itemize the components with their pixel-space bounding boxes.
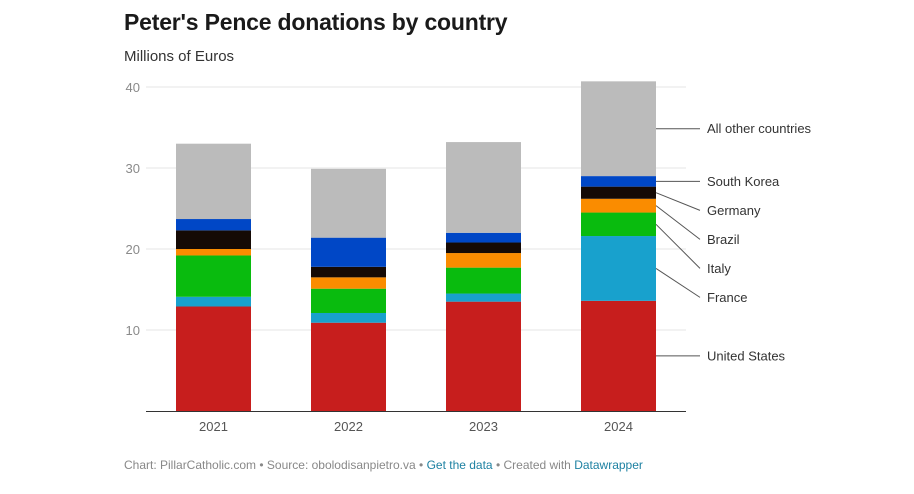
- chart-footer: Chart: PillarCatholic.com • Source: obol…: [124, 458, 643, 472]
- bar-segment-brazil: [581, 198, 656, 213]
- label-connector-italy: [655, 223, 701, 269]
- series-label-united-states: United States: [707, 348, 786, 363]
- bar-segment-united-states: [311, 322, 386, 411]
- chart-subtitle: Millions of Euros: [124, 48, 235, 65]
- footer-separator: •: [256, 458, 267, 472]
- x-tick-label: 2023: [469, 419, 498, 434]
- bar-segment-all-other-countries: [446, 142, 521, 233]
- bar-segment-germany: [311, 266, 386, 278]
- y-tick-label: 10: [126, 323, 140, 338]
- chart-title: Peter's Pence donations by country: [124, 9, 508, 35]
- label-connector-brazil: [655, 205, 701, 240]
- created-with-text: Created with: [503, 458, 575, 472]
- bar-segment-south-korea: [581, 176, 656, 187]
- y-tick-label: 20: [126, 242, 140, 257]
- series-label-brazil: Brazil: [707, 232, 740, 247]
- bar-segment-italy: [581, 212, 656, 237]
- datawrapper-link[interactable]: Datawrapper: [574, 458, 643, 472]
- bar-segment-south-korea: [446, 232, 521, 243]
- bar-segment-france: [311, 312, 386, 323]
- bar-segment-germany: [581, 186, 656, 199]
- x-tick-label: 2021: [199, 419, 228, 434]
- x-tick-label: 2022: [334, 419, 363, 434]
- footer-separator: •: [492, 458, 504, 472]
- bar-segment-italy: [311, 288, 386, 313]
- series-label-south-korea: South Korea: [707, 174, 780, 189]
- bar-segment-united-states: [176, 306, 251, 411]
- bar-segment-france: [581, 236, 656, 301]
- series-label-france: France: [707, 290, 747, 305]
- source-note: Source: obolodisanpietro.va: [266, 458, 416, 472]
- bar-segment-all-other-countries: [311, 168, 386, 238]
- bar-segment-south-korea: [176, 219, 251, 231]
- bar-segment-brazil: [311, 277, 386, 289]
- bar-segment-united-states: [581, 300, 656, 411]
- bar-segment-brazil: [176, 249, 251, 256]
- bar-segment-brazil: [446, 253, 521, 268]
- bar-segment-united-states: [446, 301, 521, 411]
- bar-segment-france: [446, 293, 521, 302]
- footer-separator: •: [415, 458, 427, 472]
- y-tick-label: 30: [126, 161, 140, 176]
- bar-segment-france: [176, 296, 251, 307]
- chart-credit: Chart: PillarCatholic.com: [124, 458, 257, 472]
- get-data-link[interactable]: Get the data: [426, 458, 493, 472]
- y-tick-label: 40: [126, 80, 140, 95]
- bar-segment-all-other-countries: [581, 81, 656, 177]
- label-connector-france: [655, 268, 701, 298]
- bar-segment-south-korea: [311, 237, 386, 267]
- series-label-italy: Italy: [707, 261, 731, 276]
- series-label-germany: Germany: [707, 203, 761, 218]
- series-label-all-other-countries: All other countries: [707, 121, 812, 136]
- bar-segment-germany: [176, 230, 251, 249]
- label-connector-germany: [655, 192, 701, 211]
- bar-segment-italy: [446, 267, 521, 294]
- bar-segment-all-other-countries: [176, 143, 251, 220]
- bar-segment-germany: [446, 242, 521, 254]
- x-tick-label: 2024: [604, 419, 633, 434]
- bar-segment-italy: [176, 255, 251, 297]
